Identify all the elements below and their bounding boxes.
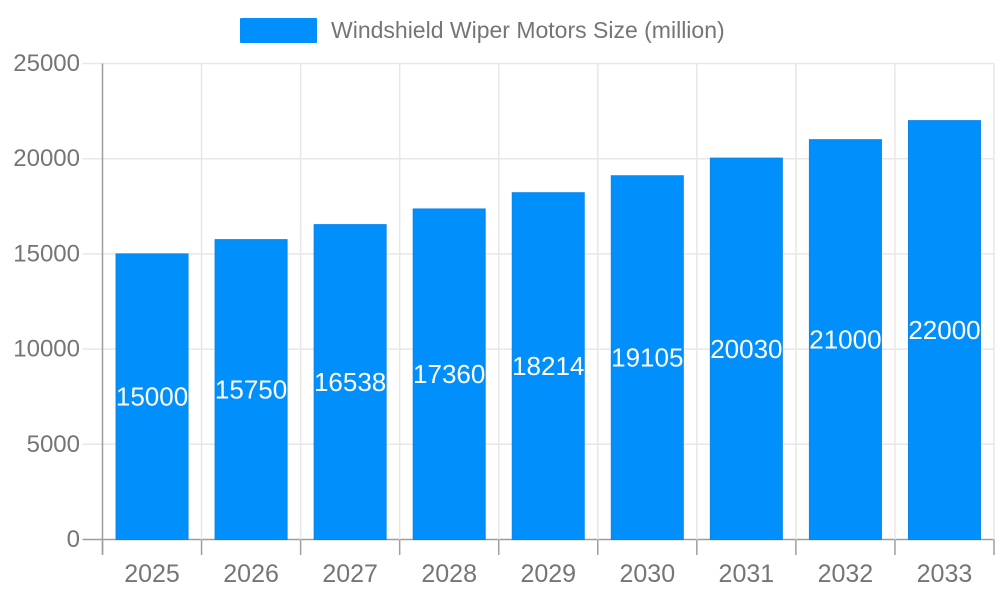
bar-value-label: 17360 [413, 359, 485, 389]
x-axis-tick-label: 2025 [124, 560, 180, 588]
bar-2029[interactable] [511, 192, 585, 540]
bar-value-label: 20030 [710, 334, 782, 364]
x-axis-tick-label: 2029 [520, 560, 576, 588]
x-axis-tick-label: 2030 [619, 560, 675, 588]
bar-2033[interactable] [907, 120, 981, 541]
bar-2028[interactable] [412, 208, 486, 540]
x-axis-tick-label: 2028 [421, 560, 477, 588]
bar-2026[interactable] [214, 239, 288, 540]
legend-item[interactable]: Windshield Wiper Motors Size (million) [240, 17, 725, 44]
legend-label: Windshield Wiper Motors Size (million) [331, 17, 725, 43]
x-axis-tick-label: 2027 [322, 560, 378, 588]
bar-2030[interactable] [610, 175, 684, 540]
bar-2032[interactable] [808, 139, 882, 540]
legend-swatch [240, 18, 317, 43]
bar-2027[interactable] [313, 224, 387, 540]
bar-value-label: 22000 [908, 315, 980, 345]
bar-value-label: 16538 [314, 367, 386, 397]
y-axis-tick-label: 25000 [13, 50, 80, 77]
x-axis-tick-label: 2031 [719, 560, 775, 588]
bar-value-label: 15000 [116, 382, 188, 412]
y-axis-tick-label: 0 [67, 526, 80, 553]
y-axis-tick-label: 5000 [27, 431, 80, 458]
bar-value-label: 19105 [611, 343, 683, 373]
x-axis-tick-label: 2033 [917, 560, 973, 588]
bar-2025[interactable] [115, 253, 189, 540]
y-axis-tick-label: 20000 [13, 145, 80, 172]
bar-value-label: 15750 [215, 375, 287, 405]
bar-value-label: 18214 [512, 351, 584, 381]
bar-value-label: 21000 [809, 325, 881, 355]
bar-2031[interactable] [709, 157, 783, 540]
x-axis-tick-label: 2032 [818, 560, 874, 588]
x-axis-tick-label: 2026 [223, 560, 279, 588]
y-axis-tick-label: 15000 [13, 240, 80, 267]
y-axis-tick-label: 10000 [13, 336, 80, 363]
